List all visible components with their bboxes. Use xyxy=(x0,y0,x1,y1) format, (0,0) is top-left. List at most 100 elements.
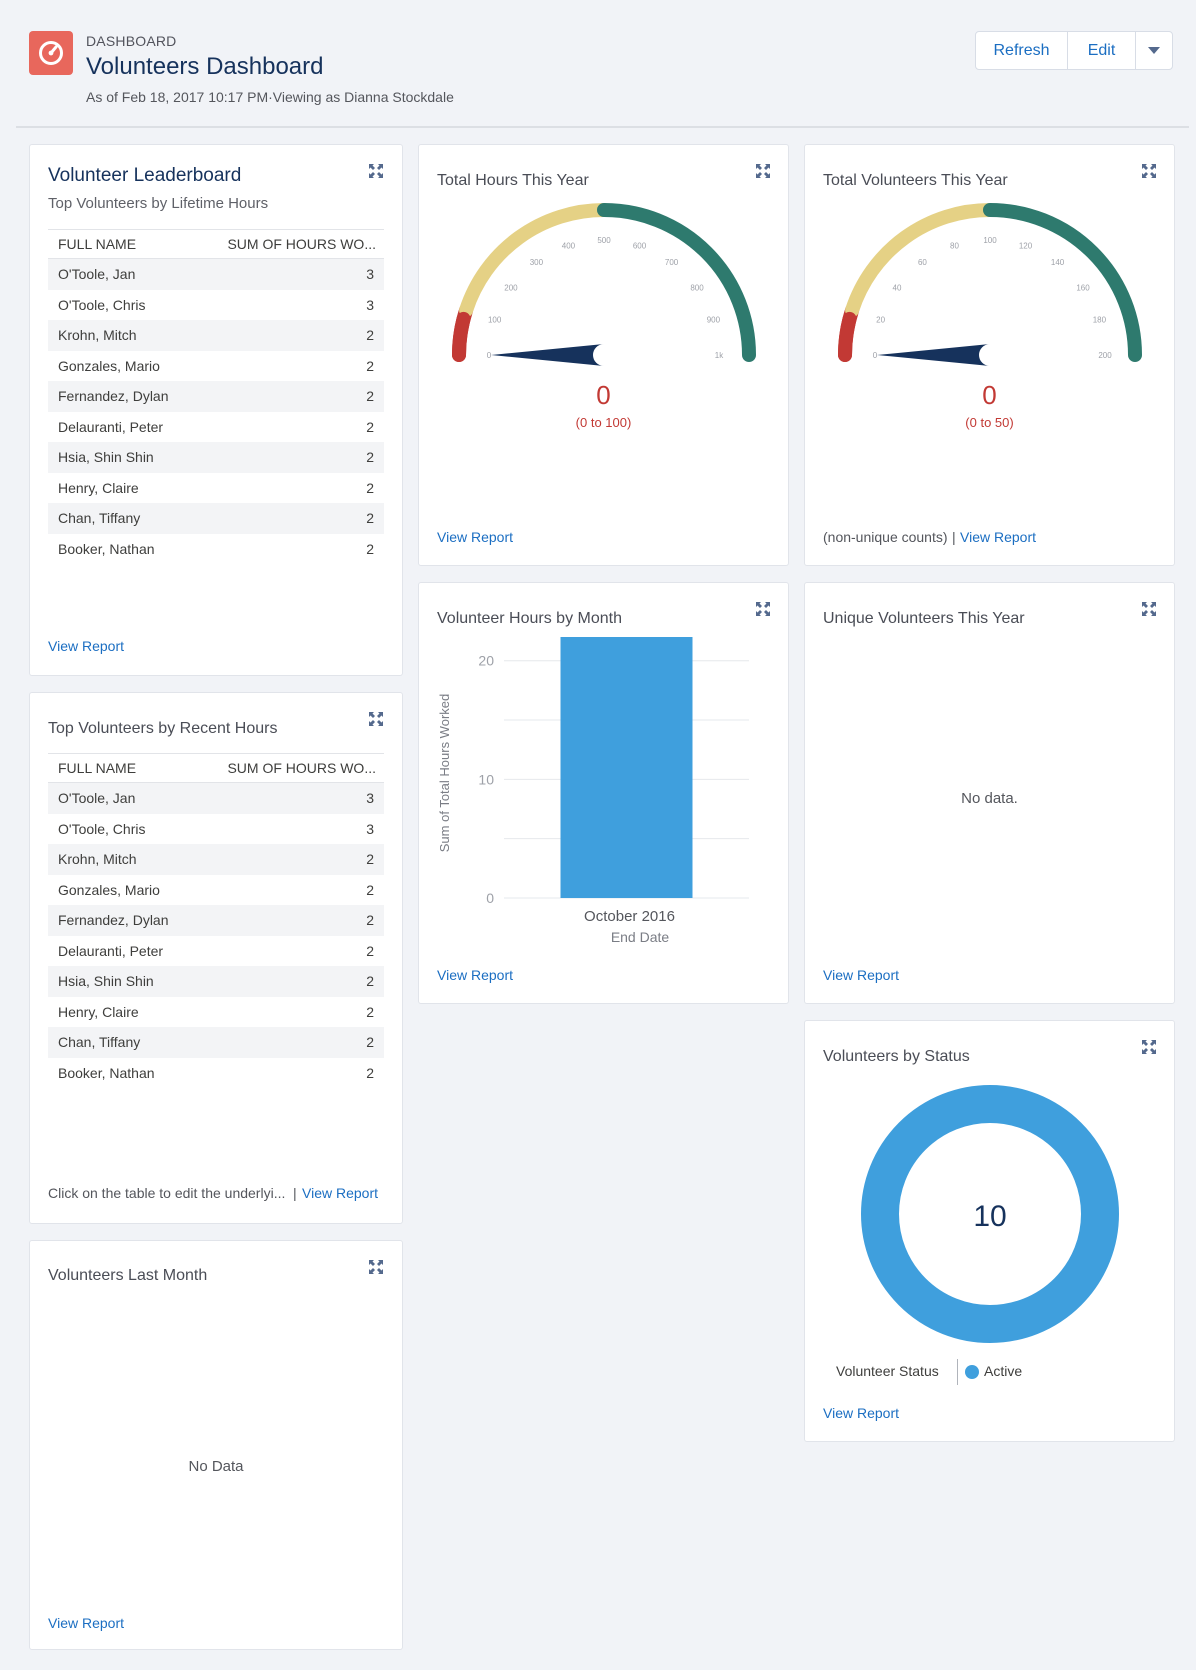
cell-name: Hsia, Shin Shin xyxy=(58,973,154,990)
table-row[interactable]: O'Toole, Jan 3 xyxy=(48,259,384,290)
y-axis-label: Sum of Total Hours Worked xyxy=(437,694,452,852)
gauge-tick-label: 300 xyxy=(530,258,544,267)
expand-icon[interactable] xyxy=(368,163,384,179)
view-report-link[interactable]: View Report xyxy=(960,529,1037,545)
leaderboard-table[interactable]: FULL NAME SUM OF HOURS WO... O'Toole, Ja… xyxy=(48,229,384,564)
footer-separator: | xyxy=(293,1185,297,1201)
breadcrumb: DASHBOARD xyxy=(86,33,177,49)
table-row[interactable]: Chan, Tiffany 2 xyxy=(48,1027,384,1058)
expand-icon[interactable] xyxy=(755,163,771,179)
cell-value: 3 xyxy=(366,266,374,283)
expand-icon[interactable] xyxy=(1141,1039,1157,1055)
y-tick-label: 10 xyxy=(478,771,494,787)
gauge-value: 0 xyxy=(596,380,611,410)
table-row[interactable]: Hsia, Shin Shin 2 xyxy=(48,442,384,473)
dashboard-header: DASHBOARD Volunteers Dashboard As of Feb… xyxy=(16,0,1189,128)
cell-value: 2 xyxy=(366,973,374,990)
cell-value: 3 xyxy=(366,790,374,807)
table-row[interactable]: Booker, Nathan 2 xyxy=(48,534,384,565)
cell-value: 2 xyxy=(366,942,374,959)
cell-name: Hsia, Shin Shin xyxy=(58,449,154,466)
table-row[interactable]: O'Toole, Chris 3 xyxy=(48,814,384,845)
column-header-full-name[interactable]: FULL NAME xyxy=(58,760,137,776)
gauge-tick-label: 600 xyxy=(633,242,647,251)
expand-icon[interactable] xyxy=(368,711,384,727)
table-row[interactable]: Delauranti, Peter 2 xyxy=(48,936,384,967)
donut-slice-active[interactable] xyxy=(861,1085,1119,1343)
edit-button[interactable]: Edit xyxy=(1068,32,1136,69)
legend-swatch xyxy=(965,1365,979,1379)
view-report-link[interactable]: View Report xyxy=(302,1185,379,1201)
column-header-sum-hours[interactable]: SUM OF HOURS WO... xyxy=(227,760,376,776)
table-row[interactable]: Fernandez, Dylan 2 xyxy=(48,381,384,412)
expand-icon[interactable] xyxy=(368,1259,384,1275)
legend-divider xyxy=(957,1359,958,1385)
gauge-tick-label: 180 xyxy=(1093,315,1107,324)
cell-value: 2 xyxy=(366,851,374,868)
table-row[interactable]: O'Toole, Jan 3 xyxy=(48,783,384,814)
gauge-band-high xyxy=(597,203,756,362)
refresh-button[interactable]: Refresh xyxy=(976,32,1068,69)
bar[interactable] xyxy=(560,637,693,898)
table-edit-hint: Click on the table to edit the underlyi.… xyxy=(48,1185,286,1201)
recent-hours-table[interactable]: FULL NAME SUM OF HOURS WO... O'Toole, Ja… xyxy=(48,753,384,1088)
gauge-tick-label: 900 xyxy=(707,315,721,324)
table-row[interactable]: Booker, Nathan 2 xyxy=(48,1058,384,1089)
column-header-sum-hours[interactable]: SUM OF HOURS WO... xyxy=(227,236,376,252)
table-row[interactable]: Hsia, Shin Shin 2 xyxy=(48,966,384,997)
view-report-link[interactable]: View Report xyxy=(437,967,514,983)
gauge-tick-label: 0 xyxy=(487,351,492,360)
table-row[interactable]: Henry, Claire 2 xyxy=(48,997,384,1028)
status-donut-chart: 10 xyxy=(861,1085,1119,1343)
expand-icon[interactable] xyxy=(755,601,771,617)
cell-name: Chan, Tiffany xyxy=(58,1034,141,1051)
x-axis-label: End Date xyxy=(611,929,670,943)
recent-hours-title: Top Volunteers by Recent Hours xyxy=(48,720,278,737)
table-row[interactable]: Delauranti, Peter 2 xyxy=(48,412,384,443)
expand-icon[interactable] xyxy=(1141,601,1157,617)
cell-value: 2 xyxy=(366,1064,374,1081)
gauge-tick-label: 120 xyxy=(1019,242,1033,251)
table-row[interactable]: Gonzales, Mario 2 xyxy=(48,875,384,906)
table-header: FULL NAME SUM OF HOURS WO... xyxy=(48,229,384,259)
gauge-needle xyxy=(877,344,990,366)
donut-total: 10 xyxy=(973,1200,1006,1233)
table-row[interactable]: Krohn, Mitch 2 xyxy=(48,844,384,875)
no-data-message: No data. xyxy=(961,790,1018,807)
cell-value: 3 xyxy=(366,296,374,313)
expand-icon[interactable] xyxy=(1141,163,1157,179)
cell-name: Krohn, Mitch xyxy=(58,851,137,868)
cell-name: Booker, Nathan xyxy=(58,540,155,557)
total-volunteers-card: Total Volunteers This Year 0 20 40 60 80 100 1… xyxy=(804,144,1175,566)
cell-name: O'Toole, Chris xyxy=(58,296,146,313)
gauge-value: 0 xyxy=(982,380,997,410)
gauge-band-high xyxy=(983,203,1142,362)
table-row[interactable]: Gonzales, Mario 2 xyxy=(48,351,384,382)
cell-value: 2 xyxy=(366,1034,374,1051)
column-header-full-name[interactable]: FULL NAME xyxy=(58,236,137,252)
view-report-link[interactable]: View Report xyxy=(48,1615,125,1631)
page-subtitle: As of Feb 18, 2017 10:17 PM·Viewing as D… xyxy=(86,89,454,105)
more-actions-button[interactable] xyxy=(1136,32,1172,69)
view-report-link[interactable]: View Report xyxy=(823,967,900,983)
gauge-tick-label: 60 xyxy=(918,258,927,267)
cell-name: Krohn, Mitch xyxy=(58,327,137,344)
view-report-link[interactable]: View Report xyxy=(437,529,514,545)
table-row[interactable]: O'Toole, Chris 3 xyxy=(48,290,384,321)
table-row[interactable]: Henry, Claire 2 xyxy=(48,473,384,504)
table-row[interactable]: Chan, Tiffany 2 xyxy=(48,503,384,534)
gauge-tick-label: 40 xyxy=(893,283,902,292)
cell-value: 2 xyxy=(366,540,374,557)
table-row[interactable]: Fernandez, Dylan 2 xyxy=(48,905,384,936)
view-report-link[interactable]: View Report xyxy=(48,638,125,654)
chevron-down-icon xyxy=(1148,46,1160,54)
legend-item-active[interactable]: Active xyxy=(984,1363,1023,1379)
view-report-link[interactable]: View Report xyxy=(823,1405,900,1421)
volunteers-by-status-title: Volunteers by Status xyxy=(823,1048,970,1065)
last-month-card: Volunteers Last Month No Data View Repor… xyxy=(29,1240,403,1650)
dashboard-app-icon xyxy=(29,31,73,75)
cell-value: 2 xyxy=(366,449,374,466)
volunteers-by-status-card: Volunteers by Status 10 Volunteer Status… xyxy=(804,1020,1175,1442)
cell-name: Booker, Nathan xyxy=(58,1064,155,1081)
table-row[interactable]: Krohn, Mitch 2 xyxy=(48,320,384,351)
